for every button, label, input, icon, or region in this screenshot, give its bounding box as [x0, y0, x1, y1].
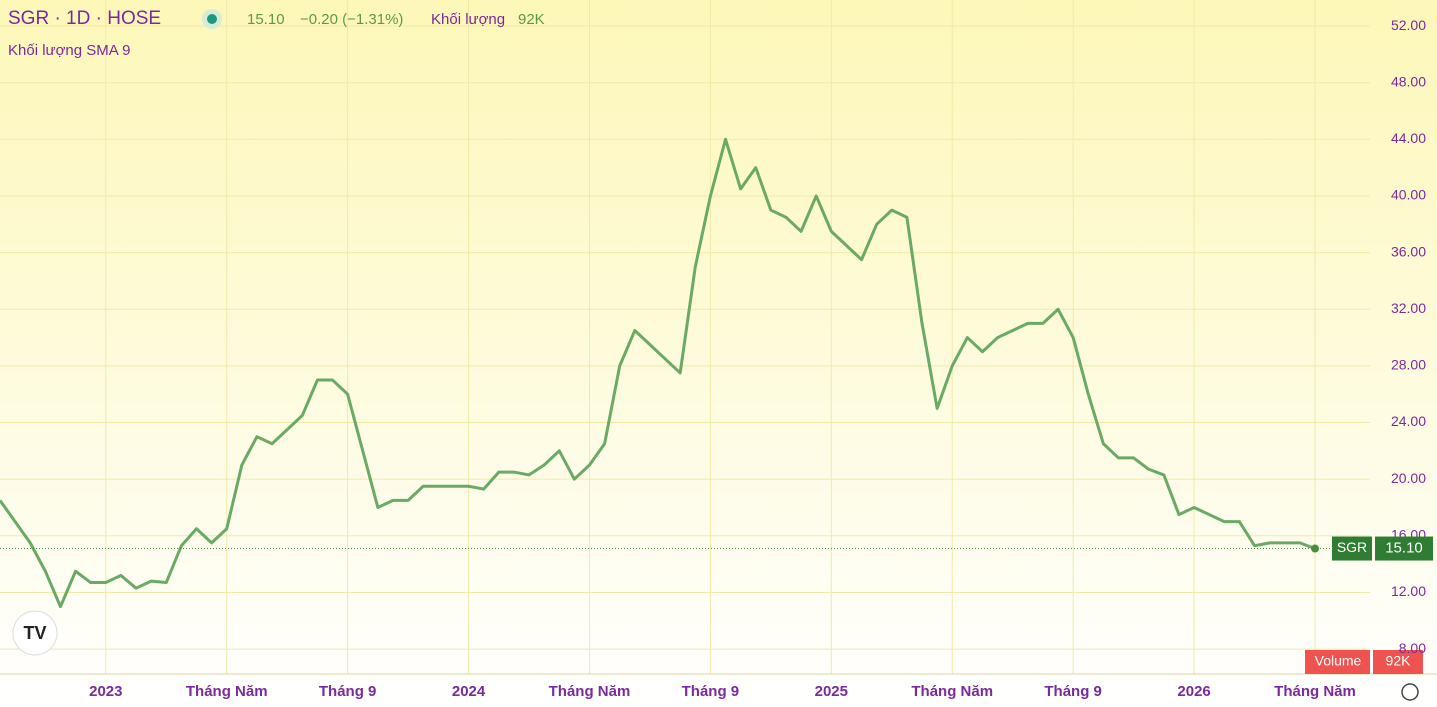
x-tick-label: 2023 [89, 683, 122, 700]
price-tag-label: 15.10 [1385, 540, 1423, 557]
volume-value: 92K [518, 11, 545, 28]
y-tick-label: 8.00 [1399, 640, 1426, 656]
price-tag [1375, 536, 1433, 561]
logo-text: TV [23, 623, 46, 643]
x-tick-label: Tháng Năm [911, 683, 993, 700]
symbol: SGR · 1D · HOSE [8, 8, 161, 29]
x-tick-label: 2026 [1177, 683, 1210, 700]
settings-icon[interactable] [1401, 683, 1419, 701]
price: 15.10 [247, 11, 285, 28]
y-tick-label: 32.00 [1391, 300, 1426, 316]
y-tick-label: 40.00 [1391, 187, 1426, 203]
logo[interactable] [12, 610, 58, 656]
x-tick-label: Tháng Năm [186, 683, 268, 700]
x-tick-label: Tháng Năm [1274, 683, 1356, 700]
volume-label: Khối lượng [431, 11, 505, 28]
y-tick-label: 12.00 [1391, 583, 1426, 599]
y-tick-label: 52.00 [1391, 17, 1426, 33]
x-tick-label: Tháng 9 [319, 683, 377, 700]
ticker-tag [1332, 536, 1372, 561]
last-price-dot [1311, 544, 1319, 553]
y-tick-label: 28.00 [1391, 357, 1426, 373]
x-tick-label: 2025 [815, 683, 848, 700]
x-tick-label: 2024 [452, 683, 486, 700]
status-dot [207, 14, 217, 24]
sma-label: Khối lượng SMA 9 [8, 42, 130, 59]
y-tick-label: 20.00 [1391, 470, 1426, 486]
x-tick-label: Tháng 9 [1044, 683, 1102, 700]
volume-tag-value: 92K [1386, 653, 1412, 669]
x-tick-label: Tháng 9 [682, 683, 740, 700]
y-tick-label: 24.00 [1391, 413, 1426, 429]
price-line [0, 137, 1316, 609]
change: −0.20 (−1.31%) [300, 11, 403, 28]
x-tick-label: Tháng Năm [549, 683, 631, 700]
y-tick-label: 44.00 [1391, 130, 1426, 146]
y-tick-label: 48.00 [1391, 73, 1426, 89]
y-tick-label: 36.00 [1391, 243, 1426, 259]
volume-tag [1305, 650, 1370, 674]
volume-tag-value-bg [1373, 650, 1423, 674]
volume-tag-label: Volume [1315, 653, 1362, 669]
ticker-tag-label: SGR [1337, 539, 1367, 555]
